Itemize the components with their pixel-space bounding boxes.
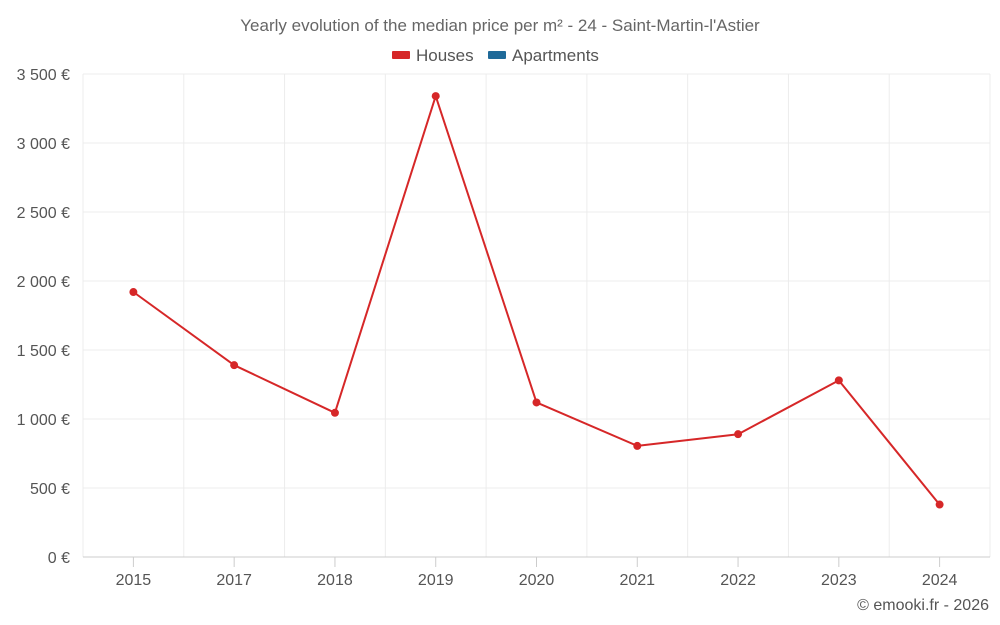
legend-swatch-apartments — [488, 51, 506, 59]
y-tick-label: 500 € — [30, 481, 70, 498]
data-point-2022[interactable] — [734, 430, 743, 439]
y-tick-label: 0 € — [48, 550, 70, 567]
data-point-2024[interactable] — [935, 500, 944, 509]
data-point-2017[interactable] — [230, 361, 239, 370]
legend: Houses Apartments — [392, 46, 599, 65]
x-tick-label: 2024 — [922, 572, 958, 589]
x-tick-label: 2023 — [821, 572, 857, 589]
legend-label-houses: Houses — [416, 46, 474, 65]
x-tick-label: 2015 — [116, 572, 152, 589]
legend-item-houses[interactable]: Houses — [392, 46, 474, 65]
y-tick-label: 2 000 € — [17, 274, 70, 291]
x-tick-label: 2018 — [317, 572, 353, 589]
legend-label-apartments: Apartments — [512, 46, 599, 65]
chart-title: Yearly evolution of the median price per… — [240, 16, 760, 35]
series-houses — [129, 92, 944, 509]
data-point-2020[interactable] — [532, 398, 541, 407]
legend-swatch-houses — [392, 51, 410, 59]
x-tick-label: 2019 — [418, 572, 454, 589]
series-line-houses — [132, 95, 941, 506]
credit-text: © emooki.fr - 2026 — [857, 597, 989, 614]
x-tick-label: 2020 — [519, 572, 555, 589]
data-point-2018[interactable] — [330, 408, 339, 417]
y-tick-label: 3 000 € — [17, 136, 70, 153]
x-tick-label: 2021 — [619, 572, 655, 589]
x-tick-label: 2022 — [720, 572, 756, 589]
data-point-2019[interactable] — [431, 92, 440, 101]
data-point-2021[interactable] — [633, 441, 642, 450]
y-tick-label: 1 500 € — [17, 343, 70, 360]
legend-item-apartments[interactable]: Apartments — [488, 46, 599, 65]
x-tick-label: 2017 — [216, 572, 252, 589]
data-point-2015[interactable] — [129, 288, 138, 297]
data-point-2023[interactable] — [834, 376, 843, 385]
y-tick-label: 2 500 € — [17, 205, 70, 222]
axes: 0 € 500 € 1 000 € 1 500 € 2 000 € 2 500 € 3 00… — [17, 67, 990, 589]
grid — [82, 73, 991, 557]
y-tick-label: 1 000 € — [17, 412, 70, 429]
y-tick-label: 3 500 € — [17, 67, 70, 84]
